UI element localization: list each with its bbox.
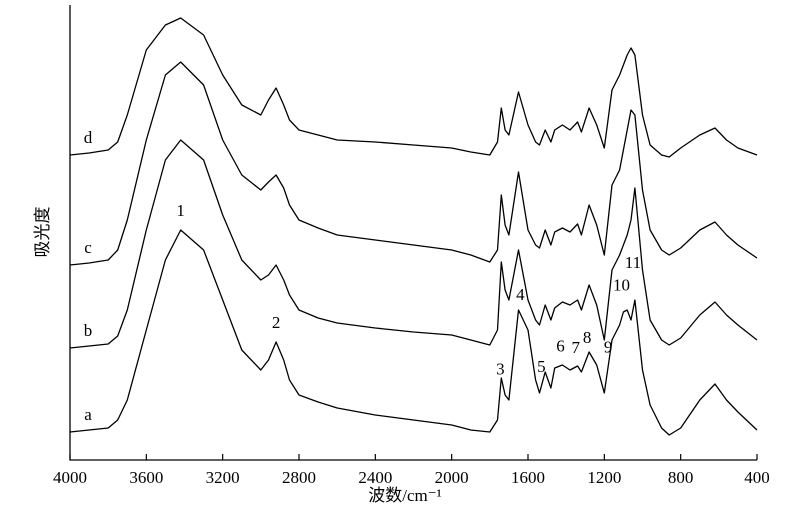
axes <box>69 5 757 461</box>
peak-label: 11 <box>625 253 641 272</box>
x-tick-label: 4000 <box>53 468 87 487</box>
x-tick-label: 2400 <box>358 468 392 487</box>
peak-label: 10 <box>613 275 630 294</box>
peak-label: 4 <box>516 285 525 304</box>
y-axis-label: 吸光度 <box>33 207 52 258</box>
x-tick-label: 1600 <box>511 468 545 487</box>
curve-label: d <box>84 128 93 147</box>
x-tick-label: 2800 <box>282 468 316 487</box>
x-tick-label: 2000 <box>435 468 469 487</box>
peak-label: 1 <box>176 201 185 220</box>
x-tick-label: 400 <box>744 468 770 487</box>
spectrum-line <box>69 139 758 349</box>
peak-label: 8 <box>583 328 592 347</box>
curve-label: b <box>84 321 93 340</box>
x-axis-label: 波数/cm⁻¹ <box>368 486 442 505</box>
peak-label: 5 <box>537 357 546 376</box>
peak-label: 9 <box>604 337 613 356</box>
spectrum-line <box>69 17 758 158</box>
x-tick-label: 800 <box>668 468 694 487</box>
spectrum-line <box>69 61 758 266</box>
peak-label: 2 <box>272 313 281 332</box>
x-tick-label: 3600 <box>129 468 163 487</box>
x-tick-label: 1200 <box>587 468 621 487</box>
spectrum-line <box>69 229 758 436</box>
curve-label: a <box>84 405 92 424</box>
peak-label: 7 <box>571 338 580 357</box>
peak-label: 6 <box>556 337 565 356</box>
peak-label: 3 <box>496 359 505 378</box>
x-tick-label: 3200 <box>206 468 240 487</box>
curve-label: c <box>84 238 92 257</box>
